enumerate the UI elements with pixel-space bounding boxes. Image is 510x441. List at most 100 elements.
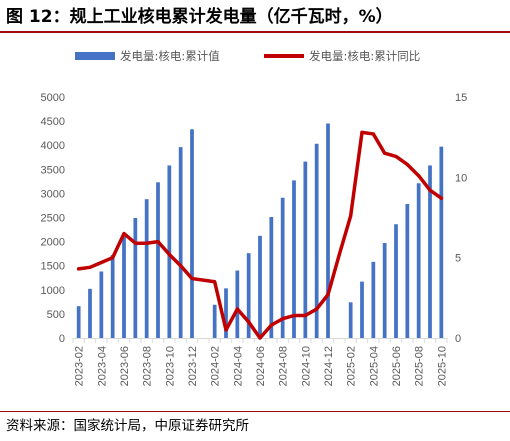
x-tick-label: 2023-08 (142, 346, 154, 386)
x-tick-label: 2023-04 (96, 346, 108, 386)
y-left-tick-label: 4500 (41, 116, 65, 128)
bar (280, 197, 285, 338)
bar (246, 253, 251, 338)
bar (303, 161, 308, 338)
x-tick-label: 2023-10 (164, 346, 176, 386)
bar (314, 143, 319, 338)
footer-divider (0, 411, 510, 412)
y-left-tick-label: 1500 (41, 261, 65, 273)
bar (360, 281, 364, 338)
y-left-tick-label: 3000 (41, 188, 65, 200)
legend-line-label: 发电量:核电:累计同比 (309, 49, 420, 63)
line-point (111, 256, 115, 260)
bar (122, 236, 126, 338)
x-tick-label: 2024-08 (278, 346, 290, 386)
bar (88, 288, 92, 338)
bar (167, 165, 172, 338)
bar (144, 199, 149, 338)
legend-bar-label: 发电量:核电:累计值 (120, 49, 220, 63)
plot-area: 0 500 1000 1500 2000 2500 3000 3500 4000 4500 5000… (41, 92, 468, 386)
line-point (258, 336, 262, 340)
y-left-tick-label: 3500 (41, 164, 65, 176)
line-point (224, 328, 228, 332)
line-point (337, 252, 341, 257)
y-left-tick-label: 2500 (41, 213, 65, 225)
x-tick-label: 2024-10 (300, 346, 312, 386)
y-left-tick-label: 4000 (41, 140, 65, 152)
x-tick-label: 2025-06 (391, 346, 403, 386)
line-point (235, 307, 239, 311)
line-point (190, 276, 194, 281)
bar (190, 129, 194, 338)
line-point (360, 130, 364, 134)
bar (99, 271, 104, 338)
y-right-tick-label: 0 (455, 333, 461, 345)
legend-bar-swatch (75, 52, 115, 60)
line-point (145, 241, 149, 245)
x-tick-label: 2024-06 (255, 346, 267, 386)
bar (382, 243, 387, 338)
x-tick-label: 2023-06 (119, 346, 131, 386)
bar (371, 261, 376, 338)
bar (133, 217, 138, 338)
y-left-tick-label: 2000 (41, 237, 65, 249)
x-tick-label: 2024-12 (323, 346, 335, 386)
source-note: 资料来源：国家统计局，中原证券研究所 (6, 418, 249, 434)
y-right-tick-label: 10 (455, 172, 467, 184)
line-point (156, 240, 160, 244)
line-point (247, 320, 251, 324)
bar (212, 304, 217, 338)
figure-title: 图 12：规上工业核电累计发电量（亿千瓦时，%） (6, 7, 393, 27)
line-point (405, 162, 409, 167)
x-tick-label: 2025-04 (368, 346, 380, 386)
line-point (371, 132, 375, 136)
y-left-tick-label: 500 (47, 309, 65, 321)
bar (292, 180, 296, 338)
line-point (122, 231, 126, 236)
x-tick-label: 2024-04 (232, 346, 244, 386)
y-right-tick-label: 5 (455, 253, 461, 265)
y-left-tick-label: 0 (59, 333, 65, 345)
line-point (315, 307, 319, 311)
bar (326, 123, 330, 338)
x-tick-label: 2025-08 (414, 346, 426, 386)
line-point (383, 151, 387, 155)
line-point (394, 154, 398, 159)
bar (394, 224, 398, 338)
title-divider (0, 31, 510, 33)
y-right-tick-label: 15 (455, 92, 467, 104)
bar (405, 204, 410, 338)
line-point (88, 265, 92, 269)
line-point (281, 317, 285, 321)
bar (224, 288, 228, 338)
line-point (269, 323, 273, 327)
line-point (99, 260, 103, 265)
x-tick-label: 2024-02 (210, 346, 222, 386)
bar (416, 183, 421, 338)
bar (76, 306, 81, 338)
line-point (77, 267, 81, 271)
x-tick-label: 2023-12 (187, 346, 199, 386)
bar (269, 217, 274, 338)
x-tick-label: 2023-02 (74, 346, 86, 386)
bar (178, 147, 183, 338)
bar (348, 302, 353, 338)
line-point (201, 278, 205, 282)
line-point (303, 313, 307, 318)
y-left-tick-label: 5000 (41, 92, 65, 104)
bar (110, 255, 115, 338)
legend: 发电量:核电:累计值 发电量:核电:累计同比 (75, 49, 420, 63)
bar (258, 235, 262, 338)
line-point (292, 313, 296, 318)
line-point (179, 264, 183, 268)
x-tick-label: 2025-10 (436, 346, 448, 386)
bar (156, 182, 160, 338)
bar (428, 165, 432, 338)
line-point (213, 280, 217, 284)
line-point (349, 214, 353, 218)
line-point (417, 174, 421, 178)
line-point (167, 252, 171, 257)
bar (235, 270, 240, 338)
line-point (326, 293, 330, 297)
chart-canvas: 发电量:核电:累计值 发电量:核电:累计同比 0 500 1000 1500 2000 2… (41, 49, 468, 386)
